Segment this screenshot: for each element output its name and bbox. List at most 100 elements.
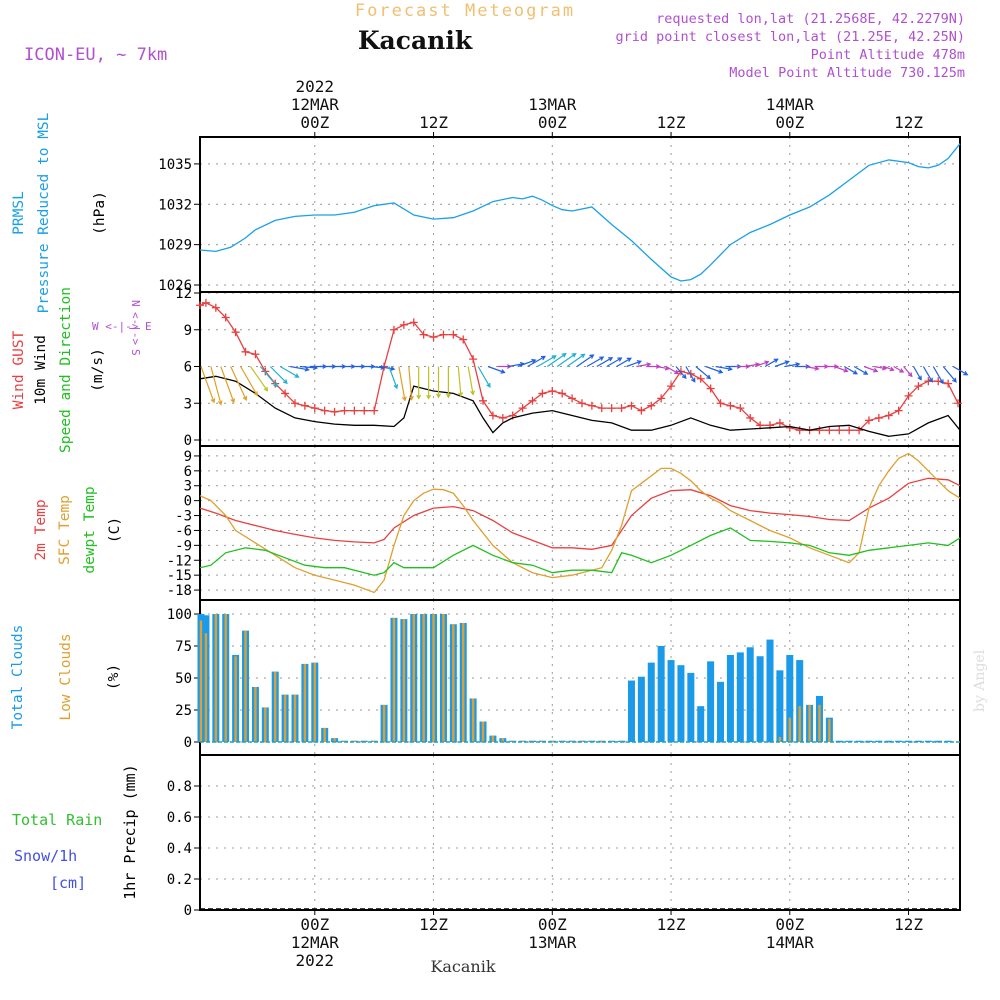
gust-marker <box>914 382 923 391</box>
wind-arrow <box>398 366 407 402</box>
wind-arrow <box>436 366 441 399</box>
temperature-label: 2m Temp <box>33 499 49 560</box>
total-cloud-bar <box>677 665 685 742</box>
wind-arrow <box>853 365 869 375</box>
gust-marker <box>934 377 943 386</box>
wind-ytick-label: 9 <box>184 323 192 339</box>
wind-arrow <box>546 352 567 367</box>
gust-marker <box>459 335 468 344</box>
gust-marker <box>874 413 883 422</box>
wind-arrow <box>705 365 724 374</box>
precip-rain-label: Total Rain <box>12 811 102 829</box>
temperature-ytick-label: 6 <box>184 464 192 480</box>
wind-arrow <box>952 365 969 376</box>
pressure-ytick-label: 1029 <box>158 238 192 254</box>
low-cloud-bar <box>264 707 267 742</box>
wind-arrow <box>893 365 905 373</box>
gust-marker <box>488 411 497 420</box>
precip-snow-label: Snow/1h <box>14 847 77 865</box>
low-cloud-bar <box>491 735 495 742</box>
gust-marker <box>261 367 270 376</box>
total-cloud-bar <box>736 652 744 742</box>
gust-marker <box>538 389 547 398</box>
gust-marker <box>944 379 953 388</box>
pressure-unit: (hPa) <box>92 191 108 235</box>
bottom-time-tick-label: 12Z <box>894 915 923 934</box>
gust-marker <box>736 404 745 413</box>
low-cloud-bar <box>244 630 247 742</box>
low-cloud-bar <box>402 619 406 742</box>
wind-arrow <box>804 365 820 371</box>
precip-ytick-label: 0 <box>184 903 192 919</box>
low-cloud-bar <box>600 740 603 742</box>
gust-marker <box>657 394 666 403</box>
low-cloud-bar <box>828 718 831 742</box>
wind-arrow <box>426 366 432 400</box>
low-cloud-bar <box>808 704 811 742</box>
precip-ytick-label: 0.4 <box>167 841 192 857</box>
wind-arrow <box>774 360 790 368</box>
total-cloud-bar <box>885 740 893 742</box>
wind10m-line <box>199 375 961 437</box>
gust-marker <box>696 374 705 383</box>
bottom-time-tick-label: 13MAR <box>528 933 577 952</box>
total-cloud-bar <box>746 647 754 742</box>
wind-unit: (m/s) <box>90 348 106 392</box>
total-cloud-bar <box>796 660 804 742</box>
wind-arrow <box>764 358 779 368</box>
dewpt-line <box>199 527 961 576</box>
gust-marker <box>746 413 755 422</box>
forecast-title: Forecast Meteogram <box>355 1 575 21</box>
gust-marker <box>607 404 616 413</box>
gust-marker <box>291 399 299 408</box>
temperature-ytick-label: 9 <box>184 449 192 465</box>
low-cloud-bar <box>778 736 782 742</box>
gust-marker <box>716 399 725 408</box>
wind-arrow <box>685 366 696 383</box>
watermark: by Angel <box>972 649 988 712</box>
bottom-time-tick-label: 00Z <box>775 915 804 934</box>
low-cloud-bar <box>818 704 821 742</box>
compass-we: W <-|-> E <box>92 320 152 333</box>
gust-marker <box>196 301 204 310</box>
bottom-time-tick-label: 12Z <box>419 915 448 934</box>
clouds-label: Total Clouds <box>10 625 26 730</box>
clouds-unit: (%) <box>106 664 122 690</box>
wind-arrow <box>626 360 642 368</box>
top-time-tick-label: 00Z <box>300 113 329 132</box>
clouds-ytick-label: 0 <box>184 735 192 751</box>
low-cloud-bar <box>452 624 455 742</box>
total-cloud-bar <box>756 656 764 742</box>
gust-marker <box>370 406 379 415</box>
bottom-time-tick-label: 2022 <box>296 951 335 970</box>
temperature-ytick-label: -12 <box>167 553 192 569</box>
gust-marker <box>469 355 478 364</box>
gust-marker <box>775 418 784 427</box>
total-cloud-bar <box>786 654 794 742</box>
bottom-time-tick-label: 12MAR <box>291 933 340 952</box>
gust-marker <box>647 401 656 410</box>
gust-marker <box>340 406 349 415</box>
wind-arrow <box>408 366 414 401</box>
low-cloud-bar <box>412 614 415 742</box>
total-cloud-bar <box>776 670 784 742</box>
gust-marker <box>409 318 418 327</box>
gust-marker <box>568 394 577 403</box>
gust-marker <box>785 423 794 432</box>
wind-arrow <box>289 365 310 372</box>
wind-arrow <box>616 357 632 368</box>
pressure-ytick-label: 1032 <box>158 197 192 213</box>
wind-arrow <box>754 360 770 368</box>
wind-arrow <box>388 366 399 390</box>
pressure-ytick-label: 1026 <box>158 278 192 294</box>
grid-lonlat: grid point closest lon,lat (21.25E, 42.2… <box>616 29 966 45</box>
wind-arrow <box>200 366 216 404</box>
gust-marker <box>706 384 715 393</box>
precip-ytick-label: 0.8 <box>167 779 192 795</box>
wind-arrow <box>932 366 944 385</box>
wind-arrow <box>596 357 614 368</box>
wind-arrow <box>784 362 801 368</box>
gust-marker <box>419 330 428 339</box>
temperature-ytick-label: -9 <box>175 538 192 554</box>
